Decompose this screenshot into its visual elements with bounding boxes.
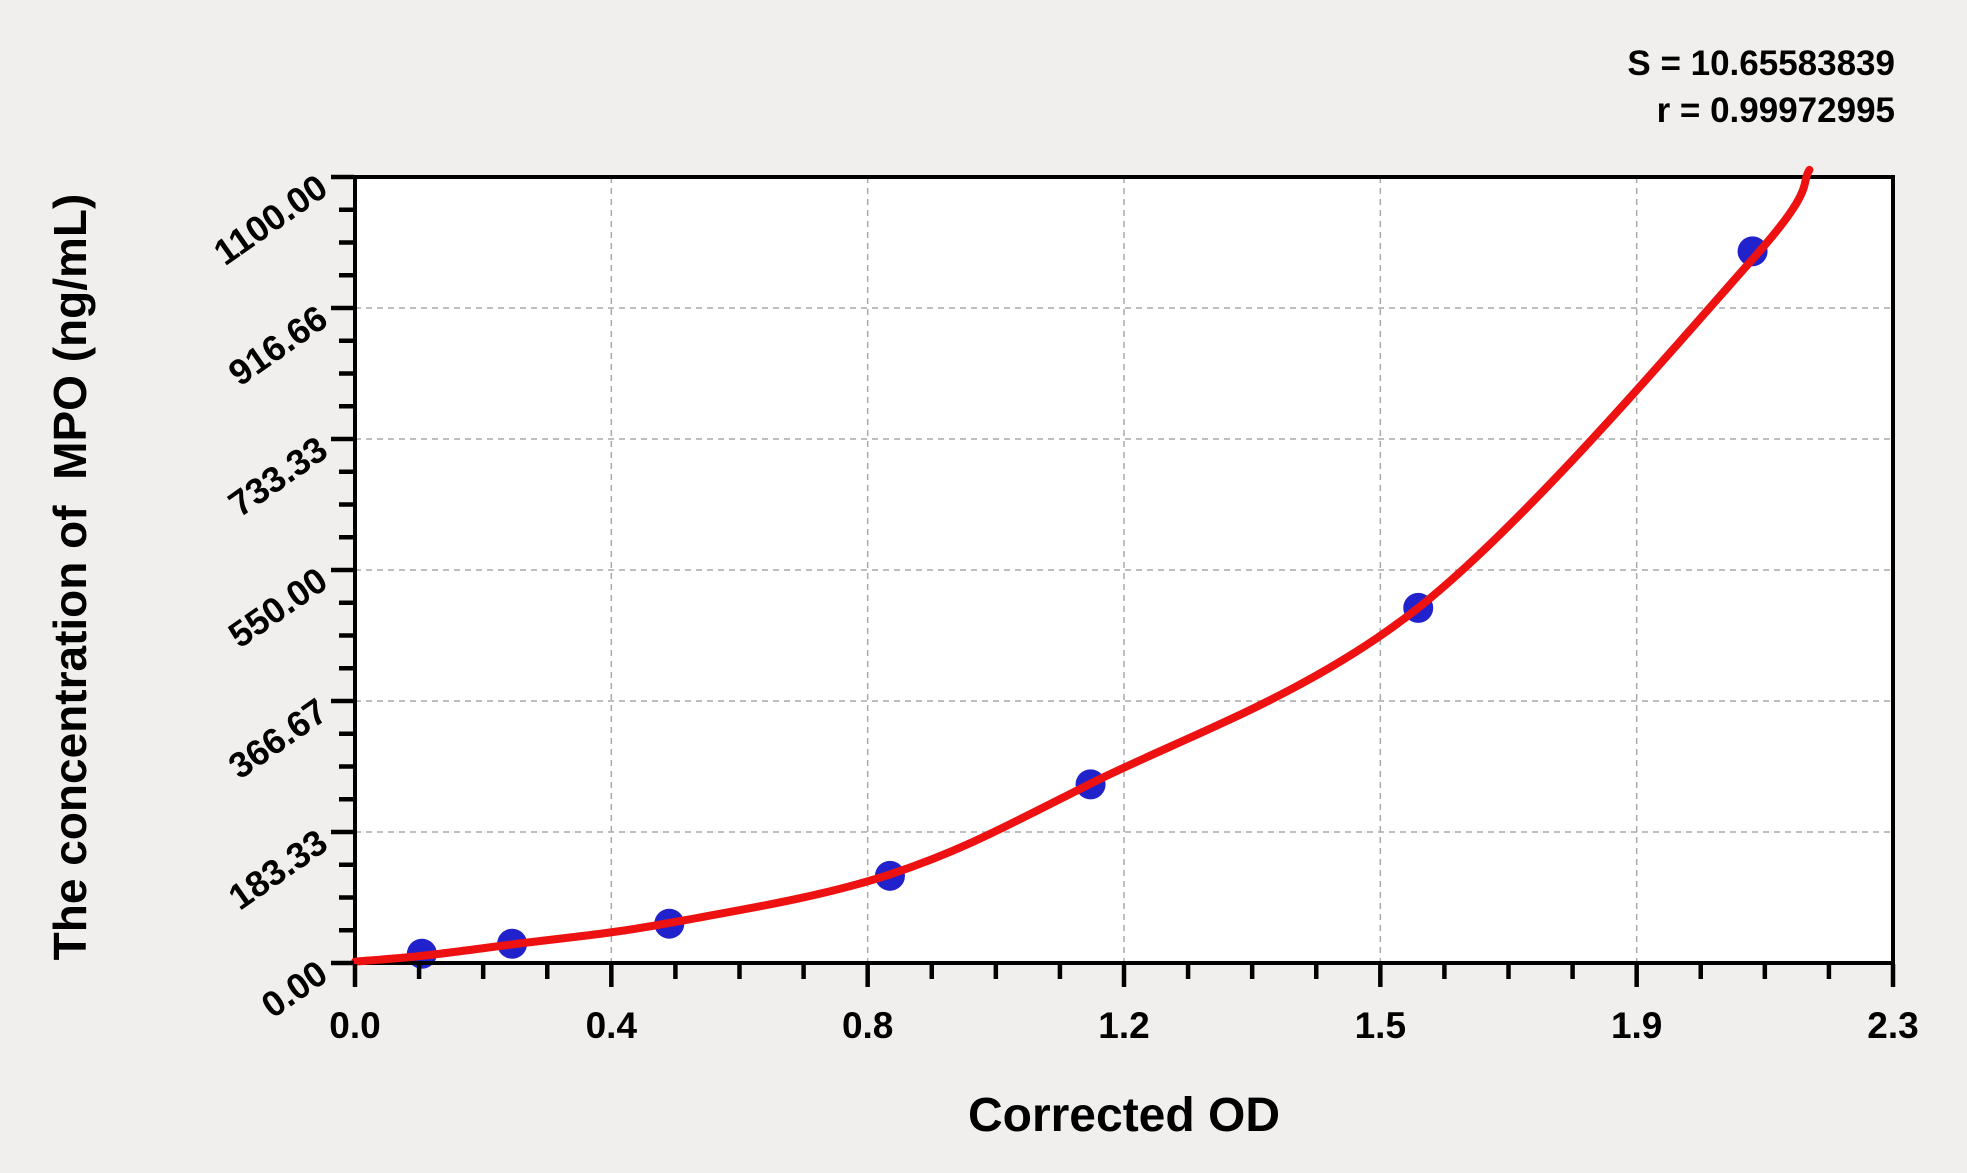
y-tick-label: 916.66 [221,297,335,394]
y-tick-label: 733.33 [221,428,335,525]
x-tick-label: 0.4 [586,1005,638,1046]
stat-s-value: S = 10.65583839 [1627,44,1895,83]
y-axis-title: The concentration of MPO (ng/mL) [44,193,96,961]
gridlines [355,177,1893,963]
data-point [1737,236,1768,267]
fit-statistics: S = 10.65583839 r = 0.99972995 [1627,40,1895,134]
y-tick-label: 550.00 [221,559,335,656]
plot-border [353,175,1895,965]
plot-area [355,177,1893,963]
y-tick-label: 0.00 [254,952,335,1026]
y-tick-label: 366.67 [221,690,335,787]
x-tick-label: 1.9 [1611,1005,1662,1046]
x-tick-label: 0.8 [842,1005,893,1046]
x-axis-title: Corrected OD [967,1089,1281,1142]
x-tick-label: 2.3 [1867,1005,1918,1046]
axis-ticks [331,174,1896,987]
x-tick-label: 1.5 [1355,1005,1406,1046]
x-tick-label: 0.0 [329,1005,380,1046]
x-tick-label: 1.2 [1098,1005,1149,1046]
y-tick-label: 1100.00 [206,166,334,273]
fit-curve [351,165,1814,966]
y-tick-label: 183.33 [221,821,335,918]
stat-r-value: r = 0.99972995 [1656,91,1895,130]
